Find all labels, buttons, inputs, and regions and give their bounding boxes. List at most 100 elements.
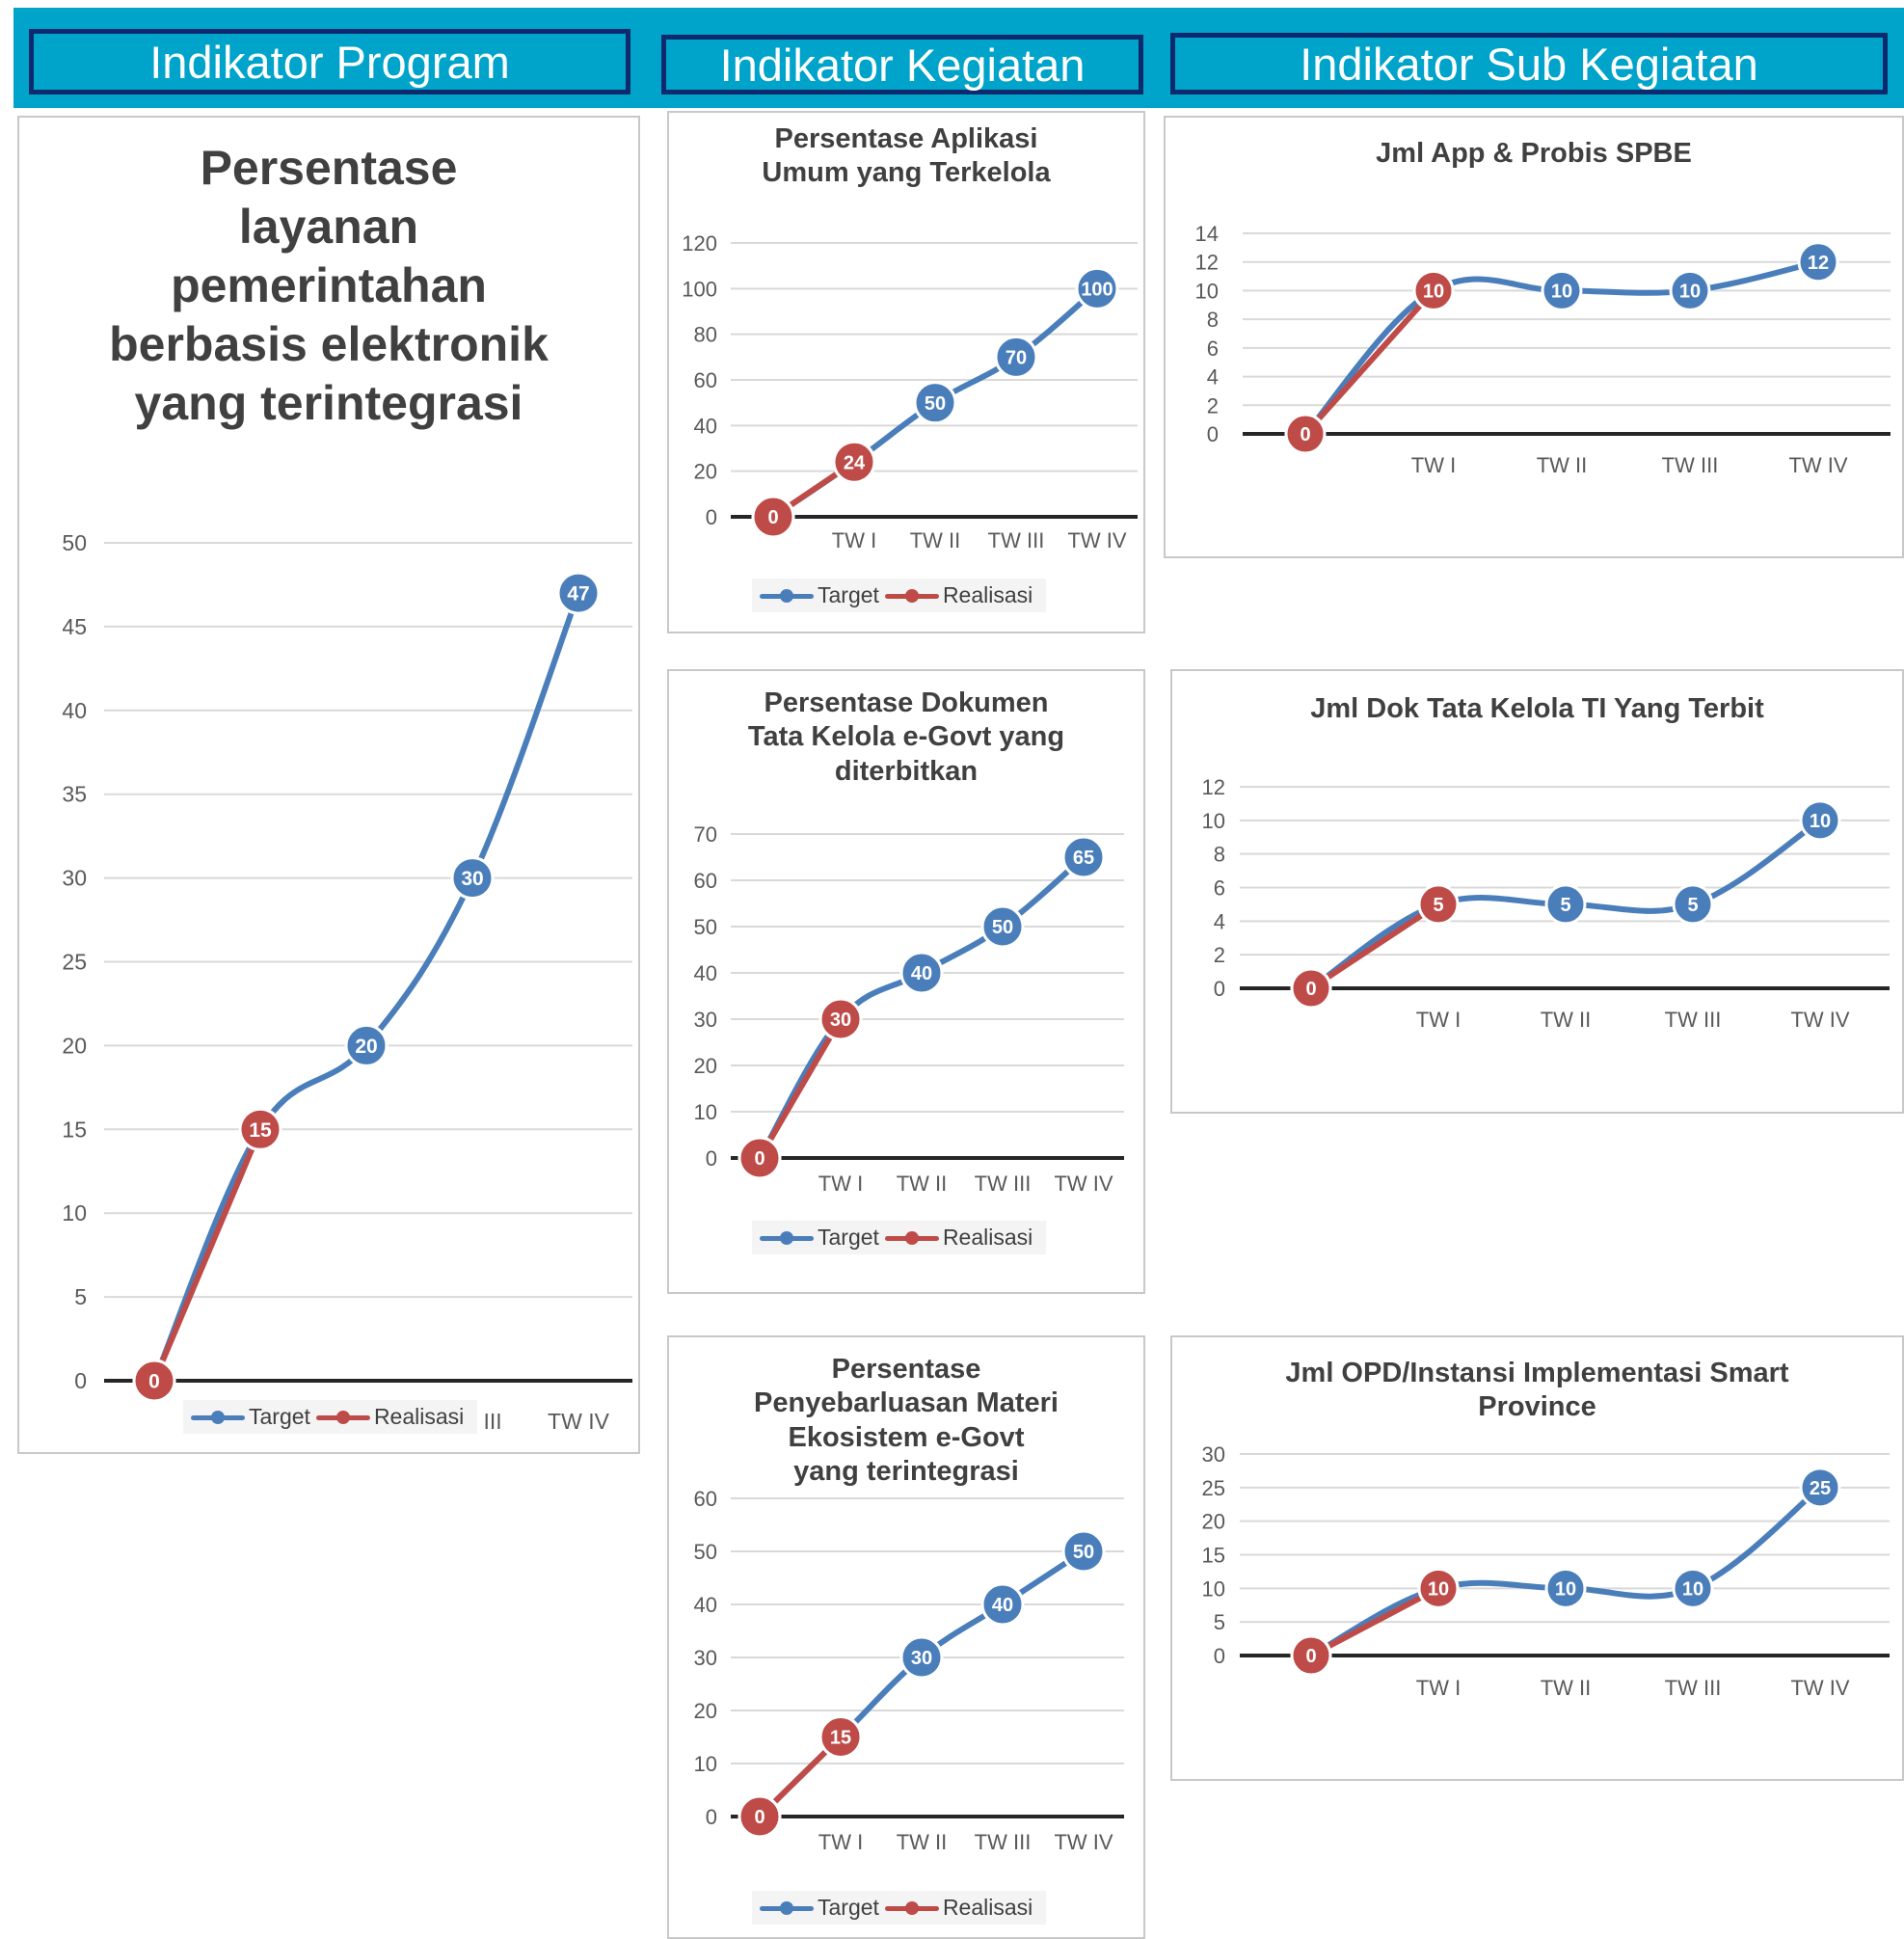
y-tick-label: 30	[62, 866, 87, 891]
target-point	[1061, 1529, 1106, 1574]
realisasi-point	[751, 495, 795, 539]
chart-panel-dokumen-tata-kelola: Persentase Dokumen Tata Kelola e-Govt yan…	[667, 669, 1145, 1294]
realisasi-point	[1284, 413, 1327, 455]
legend-item-realisasi: Realisasi	[884, 582, 1032, 608]
legend-swatch-realisasi	[884, 588, 939, 603]
y-tick-label: 0	[706, 1146, 717, 1171]
chart-title: Jml Dok Tata Kelola TI Yang Terbit	[1172, 692, 1902, 726]
target-point	[980, 1582, 1025, 1627]
chart-legend: Target Realisasi	[752, 579, 1047, 612]
chart-panel-app-probis-spbe: Jml App & Probis SPBE 0 2 4 6 8 10 12 14 TW I TW I…	[1164, 116, 1904, 558]
data-label: 65	[1073, 848, 1094, 869]
target-point	[899, 1635, 944, 1680]
line-chart-svg: 0 20 40 60 80 100 120 TW I TW II TW III TW IV 0 24 50…	[682, 231, 1138, 552]
y-tick-label: 20	[694, 460, 717, 484]
data-label: 20	[355, 1036, 377, 1058]
y-tick-label: 50	[694, 1540, 717, 1564]
chart-panel-aplikasi-umum: Persentase Aplikasi Umum yang Terkelola 0 2…	[667, 111, 1145, 633]
chart-title-line: layanan	[238, 200, 419, 254]
legend-label-realisasi: Realisasi	[373, 1404, 465, 1429]
y-tick-label: 25	[1202, 1476, 1225, 1500]
y-tick-label: 15	[62, 1117, 87, 1142]
y-tick-label: 15	[1202, 1544, 1225, 1568]
y-tick-label: 4	[1214, 909, 1225, 933]
legend-label-target: Target	[818, 582, 879, 607]
target-point	[899, 951, 944, 995]
data-label: 10	[1682, 1579, 1703, 1601]
x-tick-label: TW II	[1541, 1008, 1592, 1032]
y-tick-label: 10	[1195, 279, 1219, 303]
data-label: 24	[844, 452, 866, 473]
y-tick-label: 60	[694, 1487, 717, 1511]
chart-title-line: Persentase	[200, 141, 458, 195]
y-tick-label: 30	[1202, 1442, 1225, 1467]
y-tick-label: 40	[62, 698, 87, 723]
data-label: 15	[249, 1119, 272, 1142]
data-label: 50	[992, 917, 1013, 938]
line-chart-svg: 0 10 20 30 40 50 60 TW I TW II TW III TW IV 0 15 30 40…	[694, 1487, 1124, 1854]
x-tick-label: TW IV	[1054, 1830, 1113, 1854]
x-tick-label: TW II	[1537, 453, 1588, 477]
target-point	[1799, 1467, 1841, 1509]
y-tick-label: 8	[1214, 843, 1225, 867]
realisasi-series-line	[1308, 901, 1441, 991]
x-tick-label: TW II	[897, 1830, 948, 1854]
y-tick-label: 0	[706, 1805, 717, 1829]
y-tick-label: 20	[1202, 1510, 1225, 1534]
y-tick-label: 12	[1195, 251, 1219, 275]
line-chart-svg: 0 10 20 30 40 50 60 70 TW I TW II TW III TW IV 0 30 40…	[694, 822, 1124, 1196]
y-tick-label: 2	[1207, 393, 1219, 417]
x-tick-label: TW I	[1411, 453, 1456, 477]
data-label: 10	[1551, 282, 1572, 303]
data-label: 30	[830, 1010, 851, 1031]
header-indikator-sub-kegiatan: Indikator Sub Kegiatan	[1170, 33, 1888, 94]
target-point	[1061, 835, 1106, 879]
x-tick-label: TW I	[818, 1171, 863, 1196]
legend-item-target: Target	[760, 1225, 879, 1251]
y-tick-label: 5	[1214, 1610, 1225, 1634]
data-label: 40	[911, 963, 932, 984]
chart-legend: Target Realisasi	[752, 1891, 1047, 1925]
target-point	[1672, 883, 1714, 926]
target-point	[450, 856, 495, 901]
y-tick-label: 10	[694, 1752, 717, 1776]
chart-title-line: Penyebarluasan Materi	[754, 1387, 1059, 1419]
chart-title-line: Province	[1478, 1391, 1596, 1423]
chart-title-line: Persentase Aplikasi	[774, 123, 1038, 154]
y-tick-label: 25	[62, 950, 87, 975]
realisasi-point	[132, 1359, 176, 1403]
realisasi-point	[1417, 883, 1460, 926]
realisasi-point	[238, 1107, 282, 1151]
data-label: 5	[1687, 895, 1698, 916]
y-tick-label: 70	[694, 822, 717, 847]
target-point	[1544, 1567, 1587, 1609]
y-tick-label: 20	[694, 1699, 717, 1723]
realisasi-series-line	[1302, 287, 1436, 437]
target-series-line	[757, 1549, 1086, 1819]
chart-title-line: Persentase	[831, 1354, 981, 1385]
target-point	[1544, 883, 1587, 926]
chart-title: Persentase Dokumen Tata Kelola e-Govt yan…	[669, 687, 1143, 789]
realisasi-series-line	[1308, 1585, 1441, 1658]
target-point	[556, 571, 601, 615]
legend-item-target: Target	[760, 1895, 879, 1921]
chart-title-line: Ekosistem e-Govt	[788, 1421, 1025, 1453]
legend-label-target: Target	[818, 1225, 879, 1250]
legend-swatch-realisasi	[884, 1230, 939, 1245]
data-label: 0	[1305, 1646, 1316, 1667]
chart-title-line: Jml OPD/Instansi Implementasi Smart	[1285, 1358, 1789, 1388]
x-tick-label: TW II	[1541, 1676, 1592, 1700]
y-tick-label: 40	[694, 1593, 717, 1617]
data-label: 10	[1555, 1579, 1576, 1601]
legend-label-realisasi: Realisasi	[942, 1225, 1033, 1250]
chart-title-line: Jml App & Probis SPBE	[1376, 138, 1692, 169]
y-tick-label: 14	[1195, 222, 1219, 246]
data-label: 50	[925, 393, 946, 415]
y-tick-label: 20	[62, 1033, 87, 1058]
target-point	[913, 381, 957, 425]
chart-panel-penyebarluasan-materi: Persentase Penyebarluasan Materi Ekosistem…	[667, 1335, 1145, 1939]
legend-swatch-realisasi	[315, 1410, 370, 1424]
realisasi-point	[1290, 1634, 1332, 1677]
realisasi-point	[832, 440, 876, 484]
